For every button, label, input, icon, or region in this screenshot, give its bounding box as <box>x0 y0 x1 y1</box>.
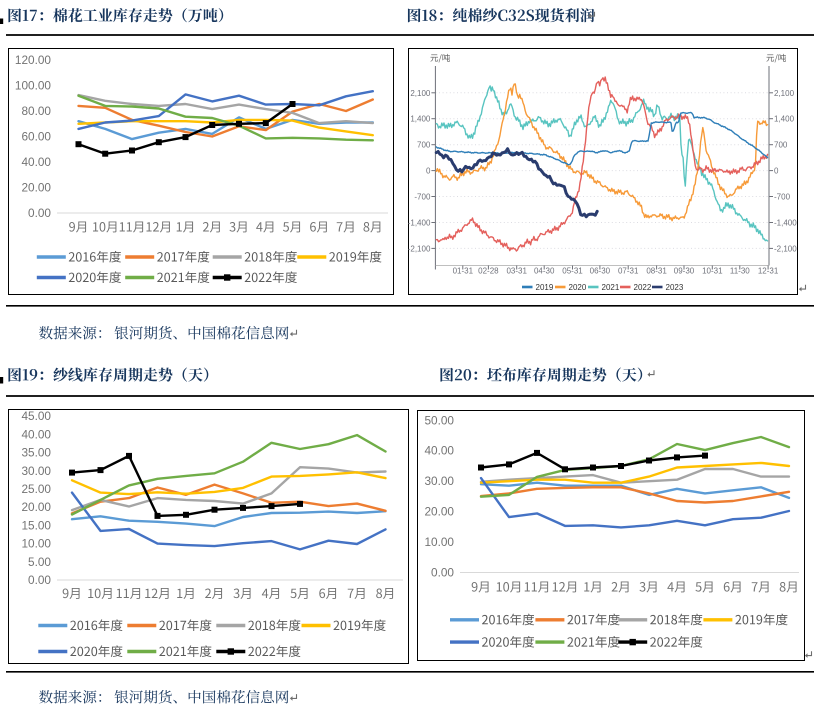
svg-text:20.00: 20.00 <box>21 181 51 195</box>
svg-text:12-31: 12-31 <box>758 267 779 276</box>
svg-text:07-31: 07-31 <box>618 267 639 276</box>
svg-text:30.00: 30.00 <box>21 464 51 478</box>
svg-text:40.00: 40.00 <box>424 444 454 458</box>
svg-text:-1,400: -1,400 <box>774 219 797 228</box>
svg-text:1,400: 1,400 <box>774 115 795 124</box>
svg-text:0: 0 <box>426 167 431 176</box>
svg-text:10-31: 10-31 <box>702 267 723 276</box>
svg-text:15.00: 15.00 <box>21 518 51 532</box>
svg-text:08-31: 08-31 <box>646 267 667 276</box>
svg-text:10.00: 10.00 <box>21 537 51 551</box>
svg-text:100.00: 100.00 <box>15 79 52 93</box>
svg-text:50.00: 50.00 <box>424 413 454 427</box>
svg-text:1,400: 1,400 <box>410 115 431 124</box>
svg-text:-700: -700 <box>774 193 791 202</box>
svg-text:-2,100: -2,100 <box>774 244 797 253</box>
svg-text:40.00: 40.00 <box>21 427 51 441</box>
svg-text:2021: 2021 <box>602 283 620 292</box>
svg-text:05-31: 05-31 <box>562 267 583 276</box>
svg-text:20.00: 20.00 <box>424 505 454 519</box>
svg-text:700: 700 <box>774 141 788 150</box>
svg-text:25.00: 25.00 <box>21 482 51 496</box>
svg-text:5.00: 5.00 <box>28 555 51 569</box>
svg-text:10.00: 10.00 <box>424 535 454 549</box>
svg-text:2023: 2023 <box>666 283 684 292</box>
svg-text:-2,100: -2,100 <box>408 244 431 253</box>
svg-text:01-31: 01-31 <box>453 267 474 276</box>
svg-text:2,100: 2,100 <box>410 89 431 98</box>
svg-text:2020: 2020 <box>569 283 587 292</box>
svg-text:700: 700 <box>417 141 431 150</box>
svg-text:80.00: 80.00 <box>21 104 51 118</box>
svg-text:11-30: 11-30 <box>730 267 750 276</box>
svg-text:0.00: 0.00 <box>431 566 454 580</box>
svg-text:-700: -700 <box>414 193 431 202</box>
svg-text:09-30: 09-30 <box>674 267 695 276</box>
svg-text:30.00: 30.00 <box>424 474 454 488</box>
svg-text:0.00: 0.00 <box>28 206 51 220</box>
svg-text:06-30: 06-30 <box>590 267 611 276</box>
svg-text:120.00: 120.00 <box>15 53 52 67</box>
svg-text:04-30: 04-30 <box>534 267 555 276</box>
svg-text:60.00: 60.00 <box>21 130 51 144</box>
svg-text:-1,400: -1,400 <box>408 219 431 228</box>
svg-text:0.00: 0.00 <box>28 573 51 587</box>
svg-text:02-28: 02-28 <box>478 267 499 276</box>
svg-text:20.00: 20.00 <box>21 500 51 514</box>
svg-text:03-31: 03-31 <box>506 267 527 276</box>
svg-text:2019: 2019 <box>536 283 554 292</box>
svg-text:2022: 2022 <box>634 283 652 292</box>
svg-text:35.00: 35.00 <box>21 446 51 460</box>
svg-text:2,100: 2,100 <box>774 89 795 98</box>
svg-text:0: 0 <box>774 167 779 176</box>
svg-text:40.00: 40.00 <box>21 155 51 169</box>
svg-text:45.00: 45.00 <box>21 409 51 423</box>
